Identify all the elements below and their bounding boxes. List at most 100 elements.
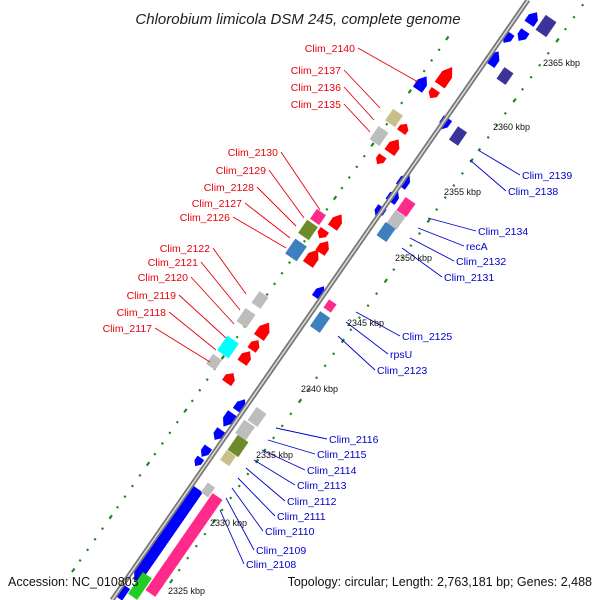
tick-dot [190, 399, 194, 403]
tick-dot [323, 364, 327, 368]
gene-arrow [412, 76, 427, 93]
tick-dot [355, 165, 359, 169]
label-leader [244, 202, 291, 239]
gene-arrow [517, 28, 530, 41]
gene-feature [251, 291, 269, 309]
tick-dot [407, 89, 412, 94]
tick-dot [452, 183, 456, 187]
tick-dot [246, 472, 250, 476]
tick-dot [186, 556, 190, 560]
gene-label-left: Clim_2130 [228, 147, 278, 159]
gene-label-left: Clim_2118 [117, 307, 167, 319]
tick-dot [366, 304, 370, 308]
tick-dot [375, 292, 379, 296]
tick-dot [409, 244, 413, 248]
gene-feature [397, 123, 409, 135]
label-leaders [154, 47, 521, 565]
label-leader [219, 509, 245, 565]
gene-feature [434, 66, 453, 89]
tick-dot [194, 544, 198, 548]
tick-dot [347, 175, 351, 179]
tick-dot [130, 484, 134, 488]
accession-text: Accession: NC_010803 [8, 575, 139, 589]
gene-arrow [315, 241, 329, 256]
gene-arrow [428, 87, 440, 99]
gene-label-left: Clim_2127 [192, 198, 242, 210]
topology-text: Topology: circular; Length: 2,763,181 bp… [288, 575, 592, 589]
gene-label-right: Clim_2116 [329, 434, 379, 446]
tick-dot [418, 232, 422, 236]
gene-feature [369, 126, 389, 146]
gene-feature [384, 139, 400, 156]
gene-feature [298, 219, 318, 241]
tick-dot [169, 578, 174, 584]
gene-feature [134, 485, 203, 582]
gene-feature [385, 108, 403, 128]
gene-label-right: Clim_2113 [297, 480, 347, 492]
tick-dot [400, 256, 404, 260]
tick-dot [370, 142, 375, 148]
gene-box [128, 572, 152, 600]
gene-label-left: Clim_2126 [180, 212, 230, 224]
tick-dot [160, 441, 164, 445]
gene-box [496, 67, 514, 85]
tick-dot [445, 35, 450, 41]
label-leader [237, 477, 276, 517]
gene-arrow [434, 66, 453, 89]
gene-feature [428, 87, 440, 99]
gene-feature [237, 351, 251, 366]
gene-box [206, 353, 222, 371]
gene-box [386, 210, 406, 230]
gene-arrow [253, 322, 270, 341]
gene-feature [253, 322, 270, 341]
tick-dot [437, 48, 441, 52]
tick-dot [385, 122, 389, 126]
gene-feature [327, 214, 342, 231]
gene-box [285, 238, 307, 262]
gene-label-right: Clim_2111 [277, 511, 326, 523]
label-leader [268, 169, 305, 219]
tick-dot [430, 58, 434, 62]
tick-dot [145, 461, 151, 467]
gene-labels: Clim_2140 Clim_2137 Clim_2136 Clim_2135 Clim… [103, 43, 573, 571]
tick-dot [265, 293, 269, 296]
gene-label-left: Clim_2119 [127, 290, 177, 302]
scale-label: 2335 kbp [256, 450, 293, 460]
gene-label-right: Clim_2110 [265, 526, 315, 538]
tick-dot [78, 559, 82, 562]
tick-dot [123, 495, 127, 499]
label-leader [245, 467, 286, 502]
tick-dot [383, 278, 388, 284]
label-leader [343, 69, 381, 109]
tick-dot [280, 424, 284, 428]
tick-dot [349, 328, 353, 332]
gene-feature [496, 67, 514, 85]
label-leader [231, 487, 264, 532]
tick-dot [212, 518, 217, 524]
gene-feature [484, 51, 500, 68]
tick-dot [71, 567, 76, 573]
tick-dot [272, 436, 276, 440]
gene-arrow [376, 153, 387, 165]
gene-feature [222, 373, 235, 387]
tick-dot [332, 352, 336, 356]
tick-dot [555, 37, 560, 43]
gene-box [217, 335, 239, 359]
gene-arrow [237, 351, 251, 366]
tick-dot [443, 195, 447, 199]
tick-dot [220, 355, 225, 360]
gene-label-right: Clim_2138 [508, 186, 558, 198]
label-leader [337, 335, 376, 371]
tick-dot [306, 388, 310, 392]
gene-box [235, 419, 255, 441]
gene-arrow [302, 249, 319, 268]
tick-dot [426, 218, 431, 224]
gene-label-left: Clim_2122 [160, 243, 210, 255]
gene-feature [194, 455, 205, 467]
tick-dot [495, 123, 499, 127]
scale-label: 2350 kbp [395, 253, 432, 263]
gene-box [309, 311, 331, 333]
tick-dot [220, 508, 224, 512]
gene-box [247, 407, 267, 427]
tick-dot [101, 527, 105, 531]
